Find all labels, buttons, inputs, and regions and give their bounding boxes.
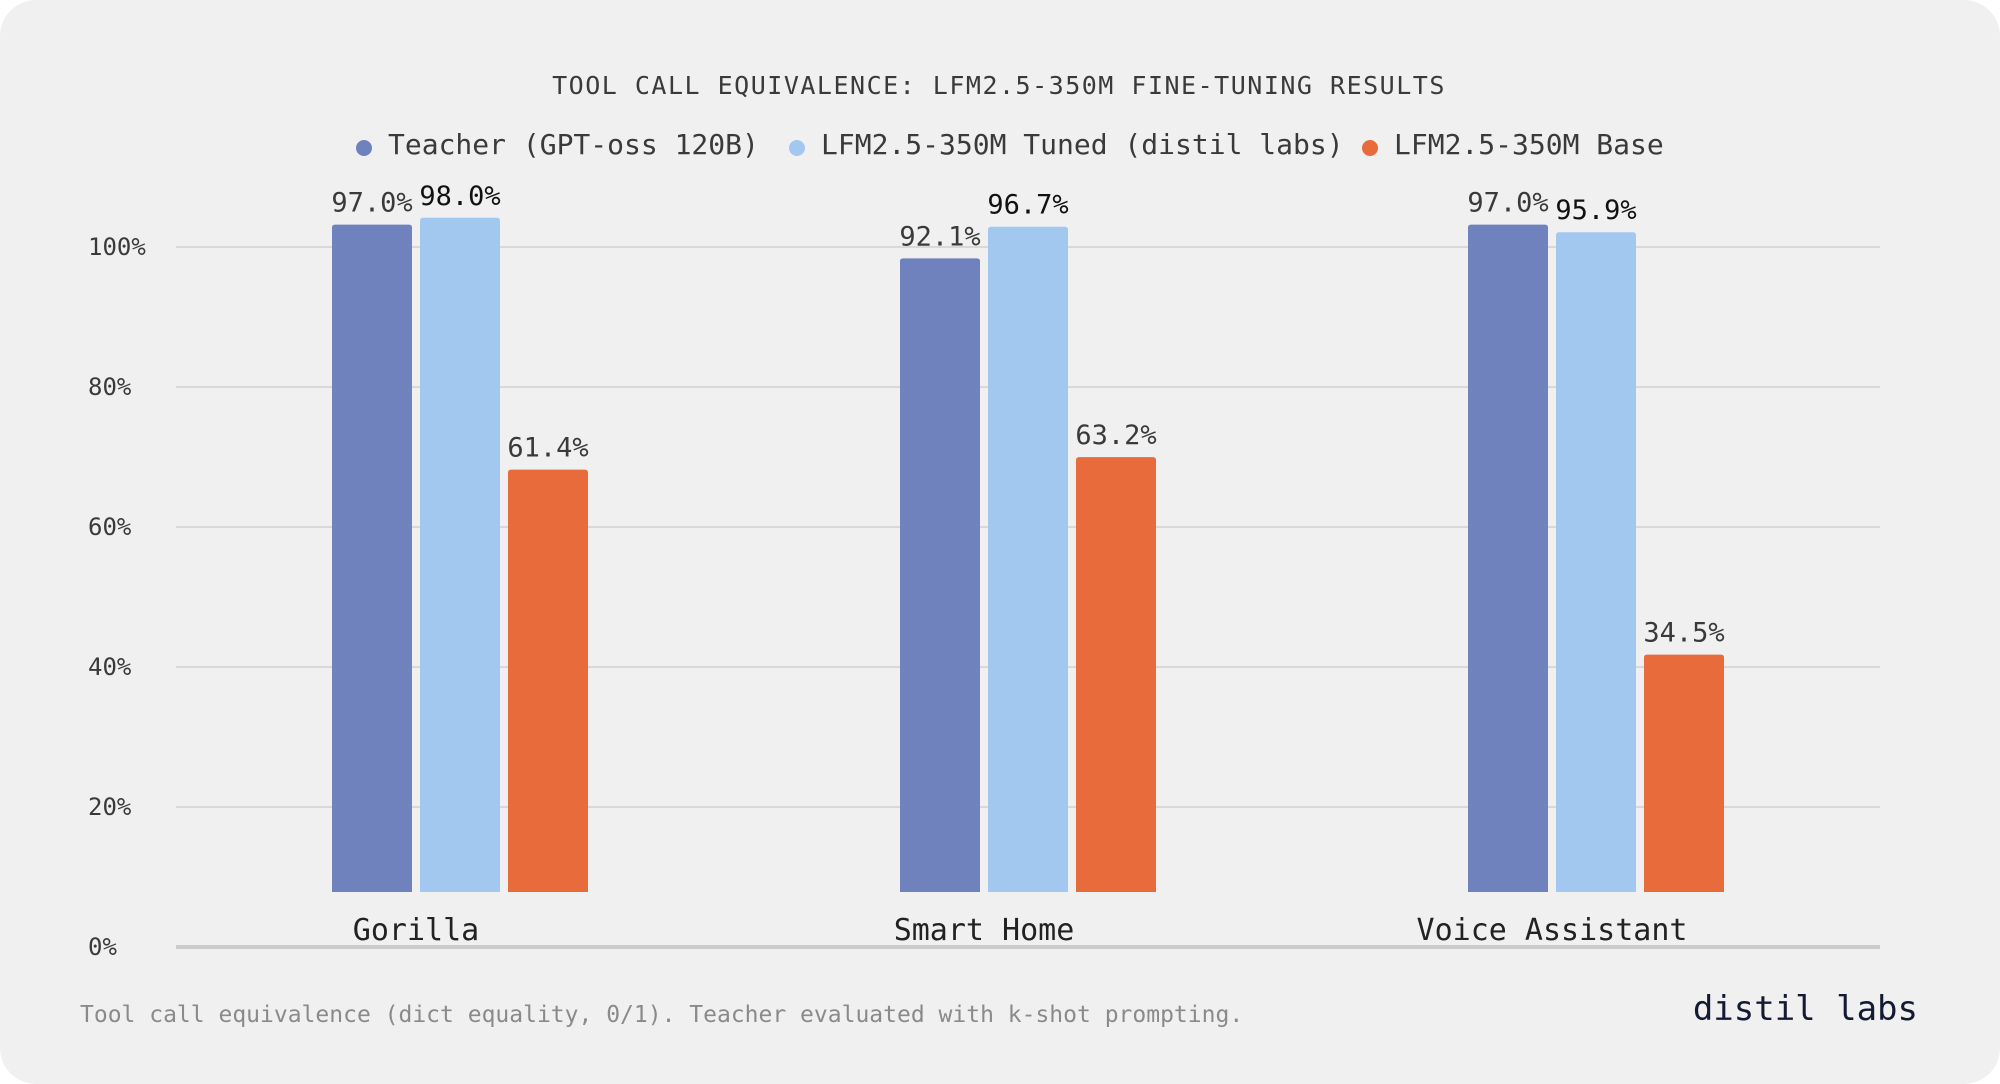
value-label: 95.9% [1555, 195, 1636, 226]
y-tick-label: 100% [88, 233, 146, 261]
bar [1644, 654, 1724, 892]
category-label: Gorilla [353, 913, 479, 948]
y-tick-label: 20% [88, 793, 132, 821]
bar [1468, 224, 1548, 892]
brand-logo-text: distil labs [1693, 989, 1918, 1029]
x-axis-ticks: Gorilla Smart Home Voice Assistant [353, 913, 1688, 948]
footnote: Tool call equivalence (dict equality, 0/… [80, 1002, 1243, 1028]
value-label: 34.5% [1643, 618, 1724, 649]
bar [332, 224, 412, 892]
y-tick-label: 60% [88, 513, 132, 541]
legend: Teacher (GPT-oss 120B) LFM2.5-350M Tuned … [356, 128, 1664, 161]
y-tick-label: 0% [88, 933, 117, 961]
legend-label: LFM2.5-350M Base [1394, 128, 1664, 161]
y-axis-ticks: 0% 20% 40% 60% 80% 100% [88, 233, 146, 961]
value-labels: 97.0% 98.0%61.4%92.1%96.7%63.2%97.0% 95.9%… [331, 181, 1724, 649]
value-label: 97.0% [331, 188, 412, 219]
y-tick-label: 40% [88, 653, 132, 681]
chart-title: TOOL CALL EQUIVALENCE: LFM2.5-350M FINE-… [552, 71, 1446, 100]
value-label: 96.7% [987, 190, 1068, 221]
value-label: 97.0% [1467, 188, 1548, 219]
category-label: Smart Home [894, 913, 1075, 948]
value-label: 98.0% [419, 181, 500, 212]
y-tick-label: 80% [88, 373, 132, 401]
legend-marker [789, 140, 805, 156]
legend-marker [356, 140, 372, 156]
legend-label: Teacher (GPT-oss 120B) [388, 128, 759, 161]
bar [420, 217, 500, 892]
bar [508, 469, 588, 892]
value-label: 92.1% [899, 221, 980, 252]
bar [988, 226, 1068, 893]
value-label: 63.2% [1075, 420, 1156, 451]
bar [1076, 457, 1156, 892]
legend-marker [1362, 140, 1378, 156]
category-label: Voice Assistant [1417, 913, 1688, 948]
bar [900, 258, 980, 892]
bar [1556, 232, 1636, 892]
value-label: 61.4% [507, 433, 588, 464]
legend-label: LFM2.5-350M Tuned (distil labs) [821, 128, 1344, 161]
bars [332, 217, 1724, 893]
